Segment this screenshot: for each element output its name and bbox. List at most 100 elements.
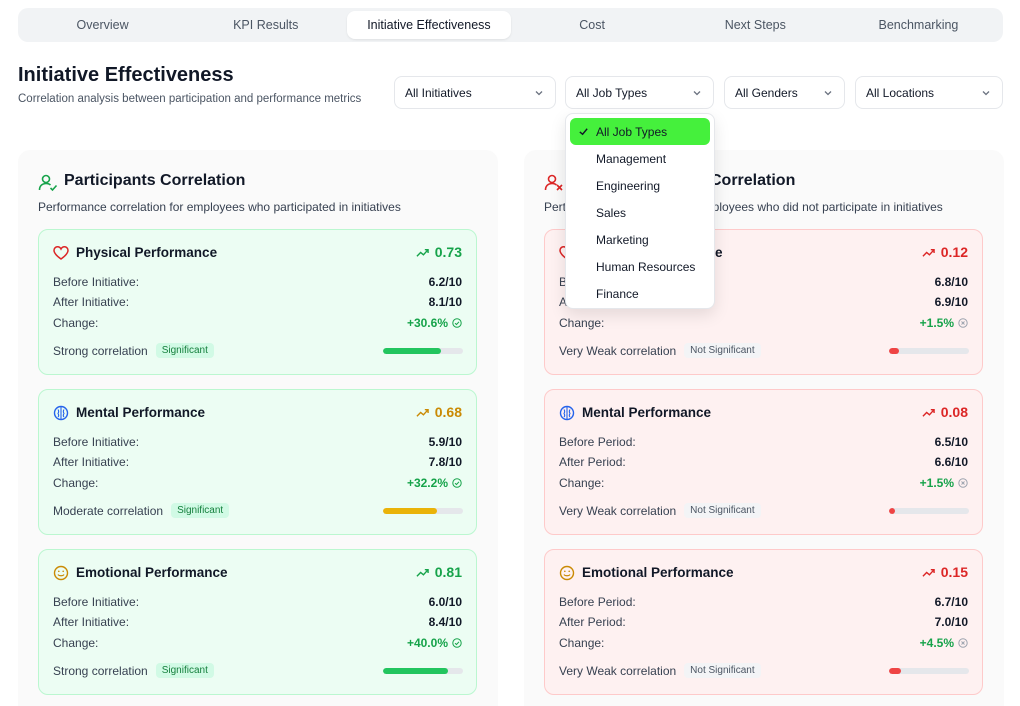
change-label: Change: [559, 316, 605, 330]
initiatives-select[interactable]: All Initiatives [394, 76, 556, 109]
chevron-down-icon [535, 90, 543, 95]
correlation-number: 0.08 [940, 404, 968, 420]
change-number: +30.6% [406, 316, 448, 330]
significance-badge: Significant [171, 503, 230, 518]
option-label: Sales [596, 205, 627, 220]
user-x-icon [544, 174, 563, 191]
after-value: 8.1/10 [428, 295, 462, 309]
tab-cost[interactable]: Cost [579, 18, 605, 32]
card-title: Mental Performance [582, 405, 712, 420]
change-value: +1.5% [920, 476, 968, 490]
tab-next-steps[interactable]: Next Steps [724, 18, 786, 32]
correlation-strength: Very Weak correlation Not Significant [559, 663, 761, 678]
change-label: Change: [53, 476, 99, 490]
before-row: Before Initiative: 5.9/10 [53, 435, 462, 449]
option-label: Engineering [596, 178, 661, 193]
participants-title: Participants Correlation [64, 172, 246, 189]
heart-icon [53, 246, 69, 260]
before-label: Before Period: [559, 595, 636, 609]
page-title: Initiative Effectiveness [18, 64, 234, 86]
dropdown-option-engineering[interactable]: Engineering [570, 172, 710, 199]
mental-performance-card: Mental Performance 0.68 Before Initiativ… [38, 389, 477, 535]
dropdown-option-human-resources[interactable]: Human Resources [570, 253, 710, 280]
trending-up-icon [416, 408, 429, 417]
dropdown-option-marketing[interactable]: Marketing [570, 226, 710, 253]
correlation-bar-fill [889, 348, 899, 354]
genders-select-value: All Genders [735, 85, 798, 100]
after-value: 7.0/10 [934, 615, 968, 629]
job-types-select-value: All Job Types [576, 85, 648, 100]
genders-select[interactable]: All Genders [724, 76, 845, 109]
correlation-strength: Strong correlation Significant [53, 343, 214, 358]
after-row: After Initiative: 8.1/10 [53, 295, 462, 309]
correlation-number: 0.73 [434, 244, 462, 260]
tab-benchmarking[interactable]: Benchmarking [878, 18, 959, 32]
smile-icon [559, 565, 575, 581]
correlation-strength: Strong correlation Significant [53, 663, 214, 678]
trending-up-icon [922, 408, 935, 417]
option-label: All Job Types [596, 124, 668, 139]
tab-overview[interactable]: Overview [76, 18, 129, 32]
trending-up-icon [922, 568, 935, 577]
correlation-bar-fill [889, 508, 896, 514]
before-row: Before Initiative: 6.0/10 [53, 595, 462, 609]
strength-label: Strong correlation [53, 663, 148, 678]
dropdown-option-all-job-types[interactable]: All Job Types [570, 118, 710, 145]
correlation-value: 0.15 [922, 564, 968, 580]
tab-initiative-effectiveness[interactable]: Initiative Effectiveness [347, 11, 511, 39]
after-value: 6.9/10 [934, 295, 968, 309]
correlation-bar [889, 348, 969, 354]
after-label: A [559, 295, 568, 309]
correlation-number: 0.12 [940, 244, 968, 260]
change-row: Change: +40.0% [53, 636, 462, 650]
user-check-icon [38, 174, 58, 192]
after-value: 7.8/10 [428, 455, 462, 469]
check-icon [579, 128, 588, 136]
change-value: +32.2% [407, 476, 462, 490]
option-label: Human Resources [596, 259, 696, 274]
page-subtitle: Correlation analysis between participati… [18, 93, 362, 105]
correlation-bar-fill [383, 348, 442, 354]
dropdown-option-finance[interactable]: Finance [570, 280, 710, 307]
correlation-bar [889, 668, 969, 674]
locations-select-value: All Locations [866, 85, 935, 100]
x-circle-icon [958, 318, 968, 328]
correlation-bar [383, 508, 463, 514]
tab-kpi-results[interactable]: KPI Results [233, 18, 299, 32]
after-row: After Initiative: 8.4/10 [53, 615, 462, 629]
correlation-strength: Moderate correlation Significant [53, 503, 230, 518]
change-row: Change: +1.5% [559, 476, 968, 490]
before-value: 6.8/10 [934, 275, 968, 289]
emotional-performance-card: Emotional Performance 0.81 Before Initia… [38, 549, 477, 695]
significance-badge: Not Significant [684, 663, 761, 678]
dropdown-option-sales[interactable]: Sales [570, 199, 710, 226]
participants-subtitle: Performance correlation for employees wh… [38, 200, 401, 214]
after-row: After Initiative: 7.8/10 [53, 455, 462, 469]
correlation-number: 0.68 [434, 404, 462, 420]
change-row: Change: +1.5% [559, 316, 968, 330]
locations-select[interactable]: All Locations [855, 76, 1003, 109]
trending-up-icon [922, 248, 935, 257]
change-value: +1.5% [920, 316, 968, 330]
change-label: Change: [559, 476, 605, 490]
correlation-bar-fill [889, 668, 901, 674]
card-title: Mental Performance [76, 405, 206, 420]
significance-badge: Not Significant [684, 503, 761, 518]
non-participants-title: Correlation [710, 172, 796, 189]
correlation-number: 0.81 [434, 564, 462, 580]
card-title: Emotional Performance [76, 565, 228, 580]
before-row: Before Period: 6.7/10 [559, 595, 968, 609]
check-circle-icon [452, 318, 462, 328]
before-row: Before Initiative: 6.2/10 [53, 275, 462, 289]
correlation-bar [889, 508, 969, 514]
dropdown-option-management[interactable]: Management [570, 145, 710, 172]
before-label: Before Initiative: [53, 595, 140, 609]
job-types-select[interactable]: All Job Types [565, 76, 714, 109]
initiatives-select-value: All Initiatives [405, 85, 472, 100]
trending-up-icon [416, 568, 429, 577]
after-label: After Period: [559, 615, 626, 629]
after-row: A 6.9/10 [559, 295, 968, 309]
correlation-bar [383, 348, 463, 354]
physical-performance-card: Physical Performance 0.73 Before Initiat… [38, 229, 477, 375]
correlation-value: 0.73 [416, 244, 462, 260]
